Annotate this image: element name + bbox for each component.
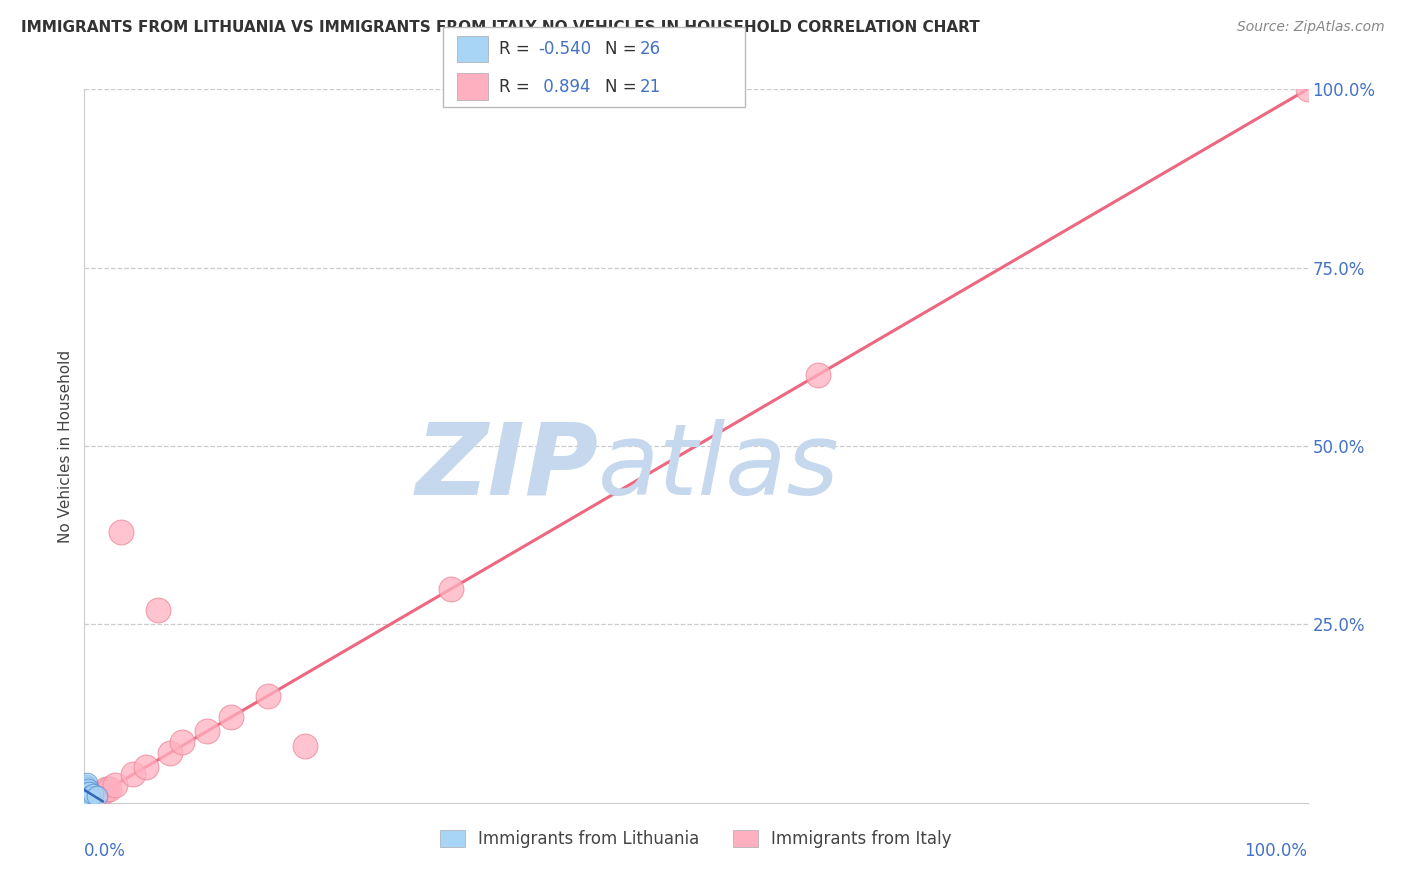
- Point: [79, 789, 101, 803]
- Point: [76, 792, 98, 806]
- Point: [135, 760, 157, 774]
- Point: [87, 787, 110, 801]
- Text: -0.540: -0.540: [538, 40, 592, 58]
- Point: [77, 785, 100, 799]
- Text: N =: N =: [605, 78, 641, 95]
- Point: [76, 780, 98, 794]
- Point: [807, 368, 830, 382]
- Point: [79, 792, 101, 806]
- Text: R =: R =: [499, 40, 536, 58]
- Point: [75, 778, 97, 792]
- Point: [77, 790, 100, 805]
- Point: [75, 781, 97, 796]
- Point: [146, 603, 169, 617]
- Point: [76, 776, 98, 790]
- Point: [86, 789, 108, 803]
- Y-axis label: No Vehicles in Household: No Vehicles in Household: [58, 350, 73, 542]
- Point: [172, 735, 194, 749]
- Point: [440, 582, 463, 596]
- Text: 21: 21: [640, 78, 661, 95]
- Point: [159, 746, 181, 760]
- Point: [75, 790, 97, 805]
- Point: [76, 783, 98, 797]
- Point: [257, 689, 280, 703]
- Point: [77, 781, 100, 796]
- Point: [75, 785, 97, 799]
- Point: [96, 781, 118, 796]
- Text: IMMIGRANTS FROM LITHUANIA VS IMMIGRANTS FROM ITALY NO VEHICLES IN HOUSEHOLD CORR: IMMIGRANTS FROM LITHUANIA VS IMMIGRANTS …: [21, 20, 980, 35]
- Point: [110, 524, 132, 539]
- Text: atlas: atlas: [598, 419, 839, 516]
- Point: [75, 794, 97, 808]
- Text: R =: R =: [499, 78, 536, 95]
- Point: [195, 724, 218, 739]
- Legend: Immigrants from Lithuania, Immigrants from Italy: Immigrants from Lithuania, Immigrants fr…: [433, 823, 959, 855]
- Point: [91, 785, 114, 799]
- Text: ZIP: ZIP: [415, 419, 598, 516]
- Point: [79, 792, 101, 806]
- Point: [97, 781, 120, 796]
- Point: [75, 790, 97, 805]
- Point: [76, 790, 98, 805]
- Point: [75, 792, 97, 806]
- Text: N =: N =: [605, 40, 641, 58]
- Text: 0.0%: 0.0%: [84, 842, 127, 860]
- Point: [86, 789, 108, 803]
- Text: 100.0%: 100.0%: [1244, 842, 1308, 860]
- Point: [76, 785, 98, 799]
- Point: [219, 710, 242, 724]
- Point: [77, 789, 100, 803]
- Point: [104, 778, 127, 792]
- Point: [75, 783, 97, 797]
- Text: 26: 26: [640, 40, 661, 58]
- Point: [82, 787, 104, 801]
- Point: [83, 790, 105, 805]
- Point: [75, 787, 97, 801]
- Point: [77, 785, 100, 799]
- Point: [122, 767, 145, 781]
- Text: Source: ZipAtlas.com: Source: ZipAtlas.com: [1237, 20, 1385, 34]
- Point: [76, 787, 98, 801]
- Point: [294, 739, 316, 753]
- Point: [1296, 82, 1319, 96]
- Text: 0.894: 0.894: [538, 78, 591, 95]
- Point: [75, 789, 97, 803]
